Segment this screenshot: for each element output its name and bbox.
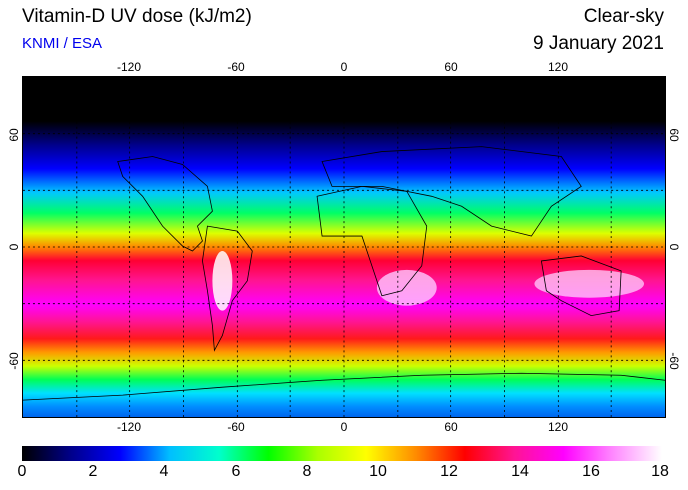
map-title: Vitamin-D UV dose (kJ/m2) bbox=[22, 6, 252, 27]
australia-high-dose bbox=[534, 269, 645, 298]
south-america-outline bbox=[202, 225, 253, 352]
lon-tick-bottom: -60 bbox=[227, 420, 245, 434]
lat-tick-left: 60 bbox=[7, 128, 21, 142]
colorbar-tick: 14 bbox=[511, 463, 529, 480]
sky-mode-label: Clear-sky bbox=[583, 6, 664, 27]
lon-tick-top: 60 bbox=[444, 60, 458, 74]
colorbar-gradient bbox=[22, 446, 662, 461]
eurasia-outline bbox=[321, 146, 582, 237]
antarctica-outline bbox=[23, 372, 665, 401]
colorbar-tick: 4 bbox=[159, 463, 169, 480]
colorbar-tick: 2 bbox=[88, 463, 98, 480]
lat-tick-right: 60 bbox=[667, 128, 681, 142]
uv-dose-map bbox=[22, 76, 666, 418]
lon-tick-bottom: 120 bbox=[547, 420, 569, 434]
lon-tick-top: -120 bbox=[116, 60, 142, 74]
colorbar-tick: 8 bbox=[302, 463, 312, 480]
lon-tick-bottom: 60 bbox=[444, 420, 458, 434]
colorbar-tick: 0 bbox=[17, 463, 27, 480]
lat-tick-left: 0 bbox=[7, 243, 21, 251]
colorbar bbox=[22, 446, 662, 461]
lon-tick-top: 0 bbox=[340, 60, 348, 74]
lon-tick-bottom: 0 bbox=[340, 420, 348, 434]
lon-tick-top: 120 bbox=[547, 60, 569, 74]
lon-tick-bottom: -120 bbox=[116, 420, 142, 434]
colorbar-tick: 12 bbox=[440, 463, 458, 480]
southern-africa-high-dose bbox=[376, 269, 437, 306]
lon-tick-top: -60 bbox=[227, 60, 245, 74]
colorbar-tick: 18 bbox=[651, 463, 669, 480]
lat-tick-right: 0 bbox=[667, 243, 681, 251]
lat-tick-right: -60 bbox=[667, 352, 681, 370]
colorbar-tick: 16 bbox=[582, 463, 600, 480]
colorbar-tick: 6 bbox=[231, 463, 241, 480]
graticule bbox=[23, 77, 665, 417]
date-label: 9 January 2021 bbox=[533, 33, 664, 54]
africa-outline bbox=[316, 185, 428, 297]
australia-outline bbox=[540, 255, 622, 317]
credit-label: KNMI / ESA bbox=[22, 35, 103, 52]
lat-tick-left: -60 bbox=[7, 352, 21, 370]
colorbar-tick: 10 bbox=[369, 463, 387, 480]
north-america-outline bbox=[117, 156, 213, 252]
coastlines bbox=[23, 146, 665, 401]
andes-high-dose bbox=[212, 250, 233, 311]
